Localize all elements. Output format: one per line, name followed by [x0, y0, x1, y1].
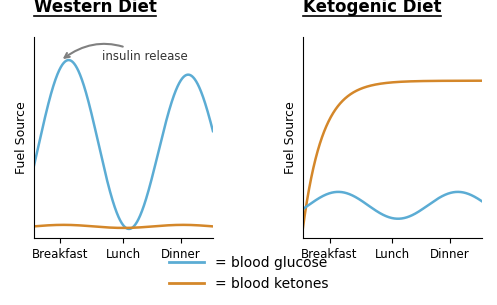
Text: insulin release: insulin release: [65, 44, 187, 63]
Text: Ketogenic Diet: Ketogenic Diet: [303, 0, 441, 16]
Legend: = blood glucose, = blood ketones: = blood glucose, = blood ketones: [162, 249, 335, 298]
Y-axis label: Fuel Source: Fuel Source: [15, 101, 28, 174]
Text: Western Diet: Western Diet: [34, 0, 157, 16]
Y-axis label: Fuel Source: Fuel Source: [284, 101, 297, 174]
